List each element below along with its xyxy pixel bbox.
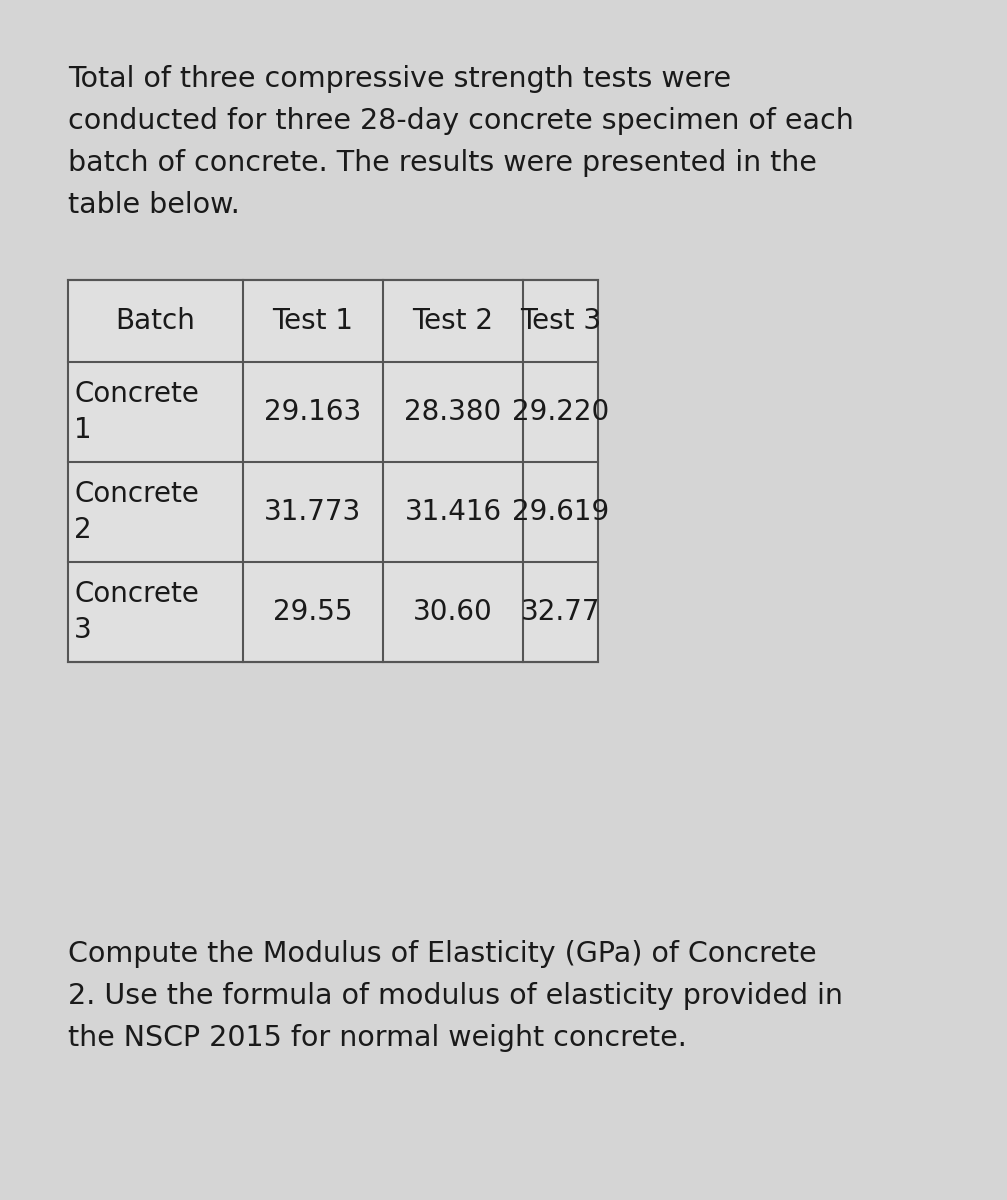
Text: 29.220: 29.220 <box>512 398 609 426</box>
Text: Total of three compressive strength tests were: Total of three compressive strength test… <box>68 65 731 92</box>
Text: Batch: Batch <box>116 307 195 335</box>
Text: Test 1: Test 1 <box>273 307 353 335</box>
Text: Compute the Modulus of Elasticity (GPa) of Concrete: Compute the Modulus of Elasticity (GPa) … <box>68 940 817 968</box>
Text: Concrete
3: Concrete 3 <box>74 580 198 644</box>
Text: 29.163: 29.163 <box>265 398 362 426</box>
Text: 32.77: 32.77 <box>521 598 600 626</box>
Text: 29.619: 29.619 <box>512 498 609 526</box>
Text: 30.60: 30.60 <box>413 598 492 626</box>
Text: 29.55: 29.55 <box>273 598 352 626</box>
Text: batch of concrete. The results were presented in the: batch of concrete. The results were pres… <box>68 149 817 176</box>
Text: 31.416: 31.416 <box>405 498 501 526</box>
Text: table below.: table below. <box>68 191 240 218</box>
Text: Concrete
1: Concrete 1 <box>74 380 198 444</box>
Text: 2. Use the formula of modulus of elasticity provided in: 2. Use the formula of modulus of elastic… <box>68 982 843 1010</box>
Text: Test 2: Test 2 <box>413 307 493 335</box>
Text: 31.773: 31.773 <box>265 498 362 526</box>
Text: the NSCP 2015 for normal weight concrete.: the NSCP 2015 for normal weight concrete… <box>68 1024 687 1052</box>
Text: Test 3: Test 3 <box>520 307 601 335</box>
Text: 28.380: 28.380 <box>405 398 501 426</box>
Text: Concrete
2: Concrete 2 <box>74 480 198 544</box>
Bar <box>68 280 598 662</box>
Text: conducted for three 28-day concrete specimen of each: conducted for three 28-day concrete spec… <box>68 107 854 134</box>
